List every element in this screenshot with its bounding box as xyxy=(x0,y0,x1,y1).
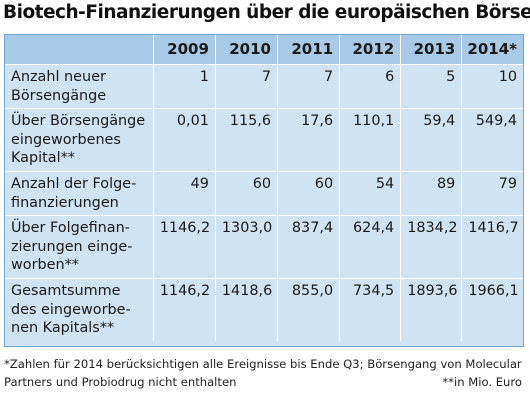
column-header: 2013 xyxy=(400,35,462,65)
table-cell: 110,1 xyxy=(339,108,401,172)
row-label-line: finanzierungen xyxy=(11,194,119,211)
header-row: 2009 2010 2011 2012 2013 2014* xyxy=(5,35,523,65)
table-row: Gesamtsumme des eingeworbe- nen Kapitals… xyxy=(5,278,523,341)
table-cell: 1893,6 xyxy=(400,278,462,341)
chart-title: Biotech-Finanzierungen über die europäis… xyxy=(3,2,530,23)
row-label-line: des eingeworbe- xyxy=(11,301,131,318)
table-cell: 855,0 xyxy=(276,278,340,341)
column-header: 2010 xyxy=(214,35,278,65)
table-cell: 734,5 xyxy=(339,278,401,341)
row-label-line: Börsengänge xyxy=(11,87,107,104)
table-cell: 1146,2 xyxy=(152,278,216,341)
row-label: Anzahl neuer Börsengänge xyxy=(5,64,154,109)
table-cell: 837,4 xyxy=(276,215,340,279)
row-label-line: Anzahl der Folge- xyxy=(11,176,137,192)
table-cell: 7 xyxy=(214,64,278,109)
table-cell: 79 xyxy=(461,171,523,216)
table-cell: 54 xyxy=(339,171,401,216)
table-cell: 49 xyxy=(152,171,216,216)
column-header: 2009 xyxy=(152,35,216,65)
table-cell: 60 xyxy=(276,171,340,216)
footnote-unit: **in Mio. Euro xyxy=(442,375,522,389)
table-row: Über Börsengänge eingeworbenes Kapital**… xyxy=(5,108,523,172)
table-cell: 59,4 xyxy=(400,108,462,172)
data-table: 2009 2010 2011 2012 2013 2014* Anzahl ne… xyxy=(4,34,524,347)
header-corner xyxy=(5,35,154,65)
row-label: Über Börsengänge eingeworbenes Kapital** xyxy=(5,108,154,172)
row-label: Gesamtsumme des eingeworbe- nen Kapitals… xyxy=(5,278,154,341)
column-header: 2012 xyxy=(339,35,401,65)
row-label-line: zierungen einge- xyxy=(11,238,133,255)
row-label-line: nen Kapitals** xyxy=(11,320,115,336)
table-row: Anzahl neuer Börsengänge 1 7 7 6 5 10 xyxy=(5,64,523,109)
footnote-line: *Zahlen für 2014 berücksichtigen alle Er… xyxy=(4,357,522,371)
row-label: Über Folgefinan- zierungen einge- worben… xyxy=(5,215,154,279)
table-cell: 0,01 xyxy=(152,108,216,172)
row-label-line: Gesamtsumme xyxy=(11,283,121,299)
row-label-line: Über Folgefinan- xyxy=(11,220,130,236)
table-cell: 1146,2 xyxy=(152,215,216,279)
table-cell: 549,4 xyxy=(461,108,523,172)
column-header: 2011 xyxy=(276,35,340,65)
table-cell: 1418,6 xyxy=(214,278,278,341)
table-cell: 10 xyxy=(461,64,523,109)
footnote-line-2: Partners und Probiodrug nicht enthalten … xyxy=(4,373,522,391)
table-cell: 60 xyxy=(214,171,278,216)
table-cell: 1303,0 xyxy=(214,215,278,279)
column-header: 2014* xyxy=(461,35,523,65)
table-cell: 6 xyxy=(339,64,401,109)
table-cell: 17,6 xyxy=(276,108,340,172)
table-cell: 7 xyxy=(276,64,340,109)
row-label-line: Anzahl neuer xyxy=(11,69,106,85)
row-label-line: Über Börsengänge xyxy=(11,113,146,129)
footnote-text: Partners und Probiodrug nicht enthalten xyxy=(4,375,237,389)
row-label-line: eingeworbenes xyxy=(11,131,121,148)
row-label: Anzahl der Folge- finanzierungen xyxy=(5,171,154,216)
table-cell: 5 xyxy=(400,64,462,109)
table-cell: 624,4 xyxy=(339,215,401,279)
table-row: Anzahl der Folge- finanzierungen 49 60 6… xyxy=(5,171,523,216)
table-cell: 1834,2 xyxy=(400,215,462,279)
table-cell: 1416,7 xyxy=(461,215,523,279)
table-cell: 115,6 xyxy=(214,108,278,172)
table-cell: 89 xyxy=(400,171,462,216)
table-row: Über Folgefinan- zierungen einge- worben… xyxy=(5,215,523,279)
table-cell: 1966,1 xyxy=(461,278,523,341)
row-label-line: worben** xyxy=(11,257,79,273)
footnotes: *Zahlen für 2014 berücksichtigen alle Er… xyxy=(4,355,522,391)
table-cell: 1 xyxy=(152,64,216,109)
row-label-line: Kapital** xyxy=(11,150,75,166)
